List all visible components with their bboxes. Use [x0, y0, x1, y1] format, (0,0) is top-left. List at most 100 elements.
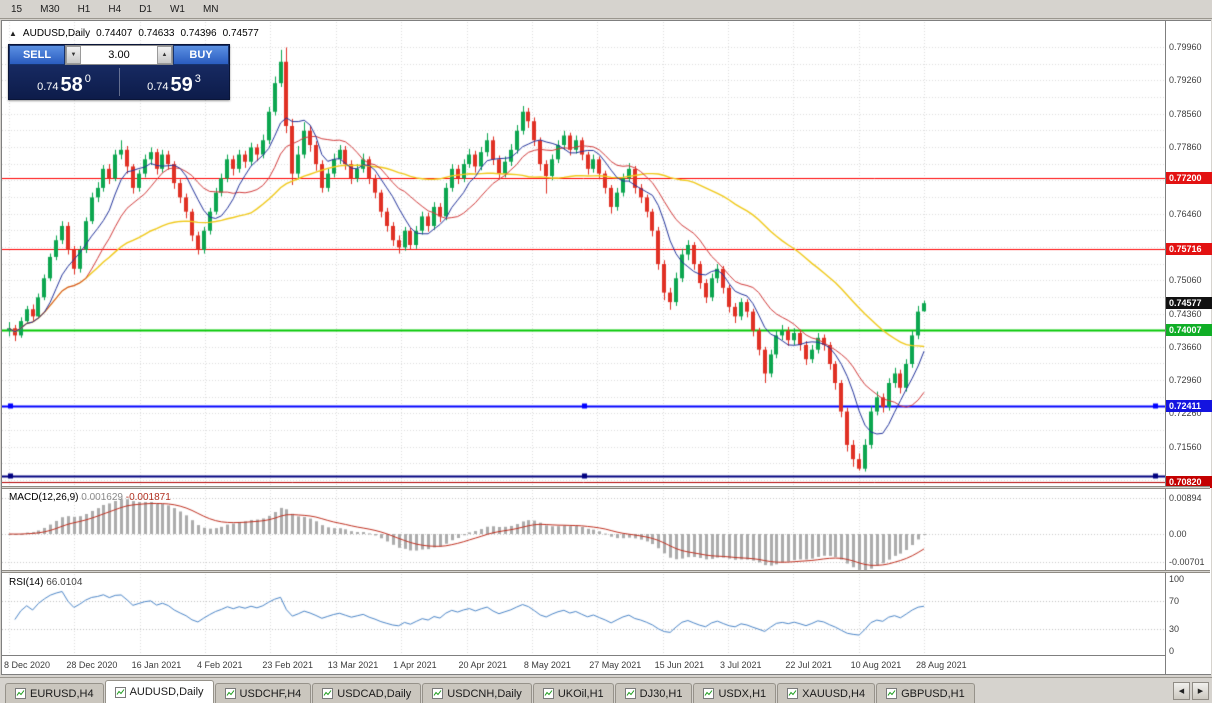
date-axis-label: 1 Apr 2021	[393, 660, 437, 670]
mini-chart-icon	[542, 688, 554, 699]
date-axis-label: 22 Jul 2021	[785, 660, 832, 670]
tab-usdcad-daily[interactable]: USDCAD,Daily	[312, 683, 422, 703]
date-axis-label: 15 Jun 2021	[654, 660, 705, 670]
price-chart-canvas[interactable]	[2, 21, 1165, 655]
tab-label: USDX,H1	[718, 687, 767, 700]
buy-price-big: 59	[170, 74, 193, 96]
buy-price-sup: 3	[194, 73, 201, 85]
tab-scroll-right-button[interactable]: ▶	[1192, 682, 1209, 700]
tab-scroll-left-button[interactable]: ◀	[1173, 682, 1190, 700]
period-button-m30[interactable]: M30	[40, 3, 60, 15]
volume-decrease-button[interactable]: ▼	[66, 46, 81, 64]
sell-price[interactable]: 0.74 58 0	[9, 65, 119, 99]
tab-gbpusd-h1[interactable]: GBPUSD,H1	[876, 683, 975, 703]
tab-eurusd-h4[interactable]: EURUSD,H4	[5, 683, 104, 703]
down-arrow-icon: ▼	[70, 52, 77, 58]
tab-usdx-h1[interactable]: USDX,H1	[693, 683, 777, 703]
date-axis-label: 3 Jul 2021	[719, 660, 762, 670]
price-level-box: 0.75716	[1166, 242, 1212, 255]
period-button-h1[interactable]: H1	[77, 3, 91, 15]
price-axis-label: 0.77860	[1169, 141, 1202, 152]
mini-chart-icon	[15, 688, 26, 699]
rsi-axis-label: 0	[1169, 646, 1175, 656]
tab-label: EURUSD,H4	[30, 687, 94, 700]
ohlc-close: 0.74577	[222, 28, 259, 39]
time-axis: 8 Dec 2020 28 Dec 2020 16 Jan 2021 4 Feb 20…	[2, 655, 1165, 674]
rsi-value: 66.0104	[46, 577, 83, 588]
rsi-axis-label: 100	[1169, 574, 1185, 584]
price-axis-label: 0.76460	[1169, 208, 1202, 219]
date-axis-label: 27 May 2021	[589, 660, 642, 670]
buy-button[interactable]: BUY	[173, 45, 229, 65]
rsi-indicator-label: RSI(14) 66.0104	[9, 577, 82, 588]
ohlc-high: 0.74633	[138, 28, 175, 39]
tab-label: DJ30,H1	[639, 687, 683, 700]
rsi-axis-label: 30	[1169, 624, 1180, 635]
tab-xauusd-h4[interactable]: XAUUSD,H4	[777, 683, 876, 703]
mini-chart-icon	[114, 686, 126, 698]
tab-ukoil-h1[interactable]: UKOil,H1	[532, 683, 614, 703]
mini-chart-icon	[322, 688, 334, 699]
up-arrow-icon: ▲	[161, 52, 168, 58]
price-axis-label: 0.79960	[1169, 42, 1202, 52]
mini-chart-icon	[703, 688, 715, 699]
period-button-d1[interactable]: D1	[139, 3, 152, 15]
macd-value: 0.001629	[81, 492, 123, 503]
chart-window: ▲ AUDUSD,Daily 0.74407 0.74633 0.74396 0…	[1, 20, 1212, 675]
date-axis-label: 23 Feb 2021	[262, 660, 313, 670]
date-axis-label: 13 Mar 2021	[327, 660, 379, 670]
date-axis-label: 16 Jan 2021	[131, 660, 182, 670]
price-axis-label: 0.79260	[1169, 75, 1202, 86]
rsi-axis-label: 70	[1169, 595, 1180, 606]
price-divider	[119, 68, 120, 96]
symbol-title: AUDUSD,Daily	[22, 28, 91, 39]
price-axis-label: 0.73660	[1169, 341, 1202, 352]
volume-input[interactable]: 3.00	[108, 49, 130, 61]
macd-axis-label: 0.00894	[1169, 492, 1202, 503]
period-button-mn[interactable]: MN	[202, 3, 219, 15]
tab-label: USDCNH,Daily	[447, 687, 522, 700]
sell-price-small: 0.74	[37, 81, 59, 93]
tab-label: XAUUSD,H4	[802, 687, 866, 700]
buy-price[interactable]: 0.74 59 3	[119, 65, 229, 99]
volume-increase-button[interactable]: ▲	[157, 46, 172, 64]
price-axis-label: 0.72960	[1169, 375, 1202, 386]
tab-usdchf-h4[interactable]: USDCHF,H4	[214, 683, 312, 703]
period-button-15[interactable]: 15	[11, 3, 23, 15]
tab-label: GBPUSD,H1	[901, 687, 965, 700]
price-axis-label: 0.75060	[1169, 275, 1202, 286]
collapse-trade-panel-icon[interactable]: ▲	[9, 29, 17, 38]
mini-chart-icon	[432, 688, 444, 699]
date-axis-label: 20 Apr 2021	[458, 660, 508, 670]
period-button-w1[interactable]: W1	[169, 3, 185, 15]
price-level-box: 0.77200	[1166, 172, 1212, 185]
tab-audusd-daily[interactable]: AUDUSD,Daily	[104, 680, 214, 703]
sell-button[interactable]: SELL	[9, 45, 65, 65]
tab-label: USDCHF,H4	[239, 687, 302, 700]
tab-label: UKOil,H1	[557, 687, 604, 700]
price-axis-label: 0.72260	[1169, 408, 1202, 419]
ohlc-low: 0.74396	[180, 28, 217, 39]
period-button-group: 15 M30 H1 H4 D1 W1 MN	[4, 2, 226, 17]
sell-price-big: 58	[60, 74, 83, 96]
pane-separator-rsi[interactable]	[2, 570, 1210, 573]
price-level-box: 0.74577	[1166, 297, 1212, 310]
mini-chart-icon	[624, 688, 636, 699]
mini-chart-icon	[787, 688, 799, 699]
chart-tab-bar: EURUSD,H4 AUDUSD,Daily USDCHF,H4 USDCAD,Dai…	[0, 677, 1212, 703]
volume-stepper: ▼ 3.00 ▲	[65, 45, 173, 65]
tab-strip: EURUSD,H4 AUDUSD,Daily USDCHF,H4 USDCAD,Dai…	[5, 680, 976, 703]
period-button-h4[interactable]: H4	[108, 3, 122, 15]
pane-separator-macd[interactable]	[2, 486, 1210, 489]
chart-ohlc-header: ▲ AUDUSD,Daily 0.74407 0.74633 0.74396 0…	[9, 28, 259, 39]
price-level-box: 0.72411	[1166, 400, 1212, 413]
macd-signal-value: -0.001871	[125, 492, 171, 503]
tab-usdcnh-daily[interactable]: USDCNH,Daily	[422, 683, 532, 703]
mini-chart-icon	[886, 688, 898, 699]
rsi-name: RSI(14)	[9, 577, 44, 588]
date-axis-label: 8 May 2021	[523, 660, 571, 670]
date-axis-label: 4 Feb 2021	[197, 660, 243, 670]
tab-dj30-h1[interactable]: DJ30,H1	[614, 683, 693, 703]
timeframe-toolbar: 15 M30 H1 H4 D1 W1 MN	[0, 0, 1212, 19]
tab-scroll-buttons: ◀ ▶	[1173, 682, 1209, 700]
